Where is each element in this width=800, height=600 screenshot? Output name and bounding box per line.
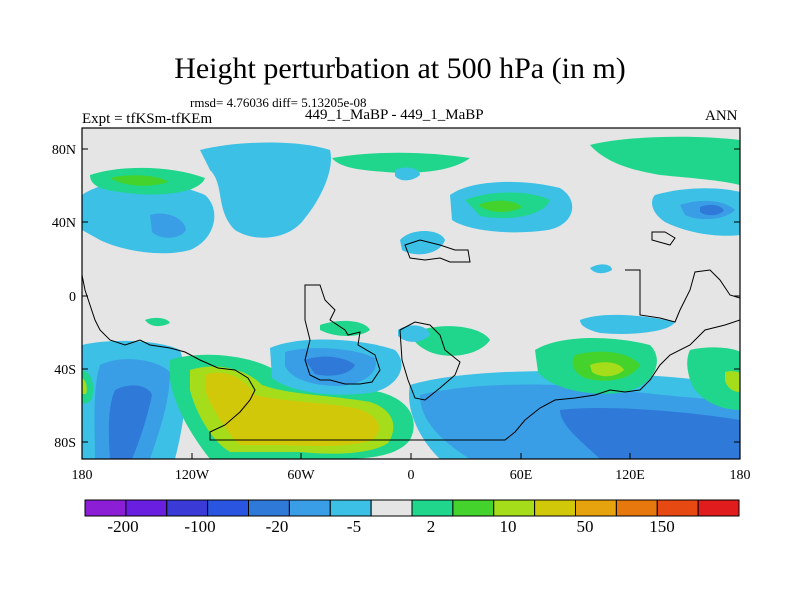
colorbar-swatch bbox=[166, 499, 209, 517]
contour-region-arctic-green bbox=[590, 136, 740, 185]
colorbar-label: -200 bbox=[107, 517, 138, 536]
contour-region-sh-central-dark bbox=[305, 356, 355, 376]
contour-region-nh-centre-green bbox=[332, 152, 470, 173]
contour-region-tropics-cyan-a bbox=[398, 325, 430, 342]
colorbar-swatch bbox=[125, 499, 168, 517]
colorbar-swatch bbox=[84, 499, 127, 517]
colorbar-swatch bbox=[329, 499, 372, 517]
coastline-pacific-islands bbox=[651, 231, 676, 246]
contour-region-ne-cyan bbox=[395, 167, 420, 181]
lat-label: 0 bbox=[69, 290, 76, 305]
colorbar-swatch bbox=[534, 499, 577, 517]
colorbar-swatch bbox=[452, 499, 495, 517]
contour-region-south-pacific-yellow bbox=[205, 372, 379, 446]
case-label: 449_1_MaBP - 449_1_MaBP bbox=[305, 107, 484, 123]
lon-label: 180 bbox=[730, 468, 751, 483]
lon-label: 120E bbox=[615, 468, 645, 483]
lon-label: 0 bbox=[408, 468, 415, 483]
colorbar-label: -100 bbox=[184, 517, 215, 536]
experiment-label: Expt = tfKSm-tfKEm bbox=[82, 111, 213, 127]
coastline-asia bbox=[404, 239, 471, 263]
coastline-australia bbox=[82, 269, 740, 441]
lat-label: 40N bbox=[52, 216, 76, 231]
contour-region-southern-ocean-dark bbox=[560, 408, 740, 459]
colorbar-swatch bbox=[615, 499, 658, 517]
contour-region-sh-west-green bbox=[82, 370, 94, 404]
lon-label: 60E bbox=[510, 468, 533, 483]
colorbar-label: -20 bbox=[266, 517, 289, 536]
contour-region-sh-east-green bbox=[687, 347, 740, 410]
contour-region-nh-east-green2 bbox=[478, 200, 522, 213]
lon-tick-marks bbox=[81, 453, 741, 459]
contour-region-nh-centre-cyan bbox=[200, 142, 331, 238]
season-label: ANN bbox=[705, 108, 738, 124]
contour-region-east-asia-cyan bbox=[400, 231, 445, 255]
contour-region-nh-west-cyan bbox=[82, 181, 215, 254]
colorbar-swatch bbox=[207, 499, 250, 517]
contour-region-sh-west-dark bbox=[108, 385, 152, 459]
contour-region-nh-west-blue bbox=[150, 213, 186, 238]
colorbar-swatch bbox=[697, 499, 740, 517]
rmsd-stats: rmsd= 4.76036 diff= 5.13205e-08 bbox=[190, 95, 367, 110]
lon-label: 120W bbox=[175, 468, 210, 483]
colorbar-swatch bbox=[575, 499, 617, 517]
colorbar-swatch bbox=[411, 499, 454, 517]
contour-region-tropics-cyan-b bbox=[580, 314, 675, 334]
lat-tick-marks bbox=[82, 148, 740, 443]
colorbar-label: 150 bbox=[649, 517, 675, 536]
contour-field bbox=[82, 136, 740, 459]
colorbar-labels: -200 -100 -20 -5 2 10 50 150 bbox=[107, 517, 674, 536]
lat-label: 40S bbox=[54, 363, 76, 378]
lat-label: 80S bbox=[54, 436, 76, 451]
contour-region-nh-west-green2 bbox=[110, 175, 168, 186]
coastline-south-america bbox=[304, 284, 381, 385]
contour-region-tropics-green-c bbox=[413, 326, 490, 356]
colorbar-label: -5 bbox=[347, 517, 361, 536]
colorbar-label: 10 bbox=[500, 517, 517, 536]
contour-region-indian-ocean-yellow bbox=[590, 362, 624, 377]
colorbar-swatch bbox=[370, 499, 413, 517]
contour-region-sh-west-lime bbox=[82, 378, 87, 394]
colorbar-label: 2 bbox=[427, 517, 436, 536]
colorbar-swatch bbox=[288, 499, 331, 517]
plot-title: Height perturbation at 500 hPa (in m) bbox=[174, 52, 626, 85]
colorbar-swatch bbox=[248, 499, 290, 517]
lon-label: 180 bbox=[72, 468, 93, 483]
contour-region-nh-far-east-dark bbox=[700, 204, 724, 216]
colorbar-swatch bbox=[493, 499, 536, 517]
lat-labels: 80N 40N 0 40S 80S bbox=[52, 143, 76, 451]
colorbar-swatch bbox=[656, 499, 699, 517]
contour-region-tropics-green-a bbox=[145, 317, 170, 327]
coastlines bbox=[82, 231, 740, 441]
lat-label: 80N bbox=[52, 143, 76, 158]
lon-labels: 180 120W 60W 0 60E 120E 180 bbox=[72, 468, 751, 483]
contour-region-sh-east-lime bbox=[725, 371, 740, 392]
lon-label: 60W bbox=[287, 468, 315, 483]
colorbar-label: 50 bbox=[577, 517, 594, 536]
contour-region-pacific-cyan bbox=[590, 264, 612, 274]
coastline-africa bbox=[399, 321, 461, 401]
colorbar bbox=[84, 499, 740, 517]
